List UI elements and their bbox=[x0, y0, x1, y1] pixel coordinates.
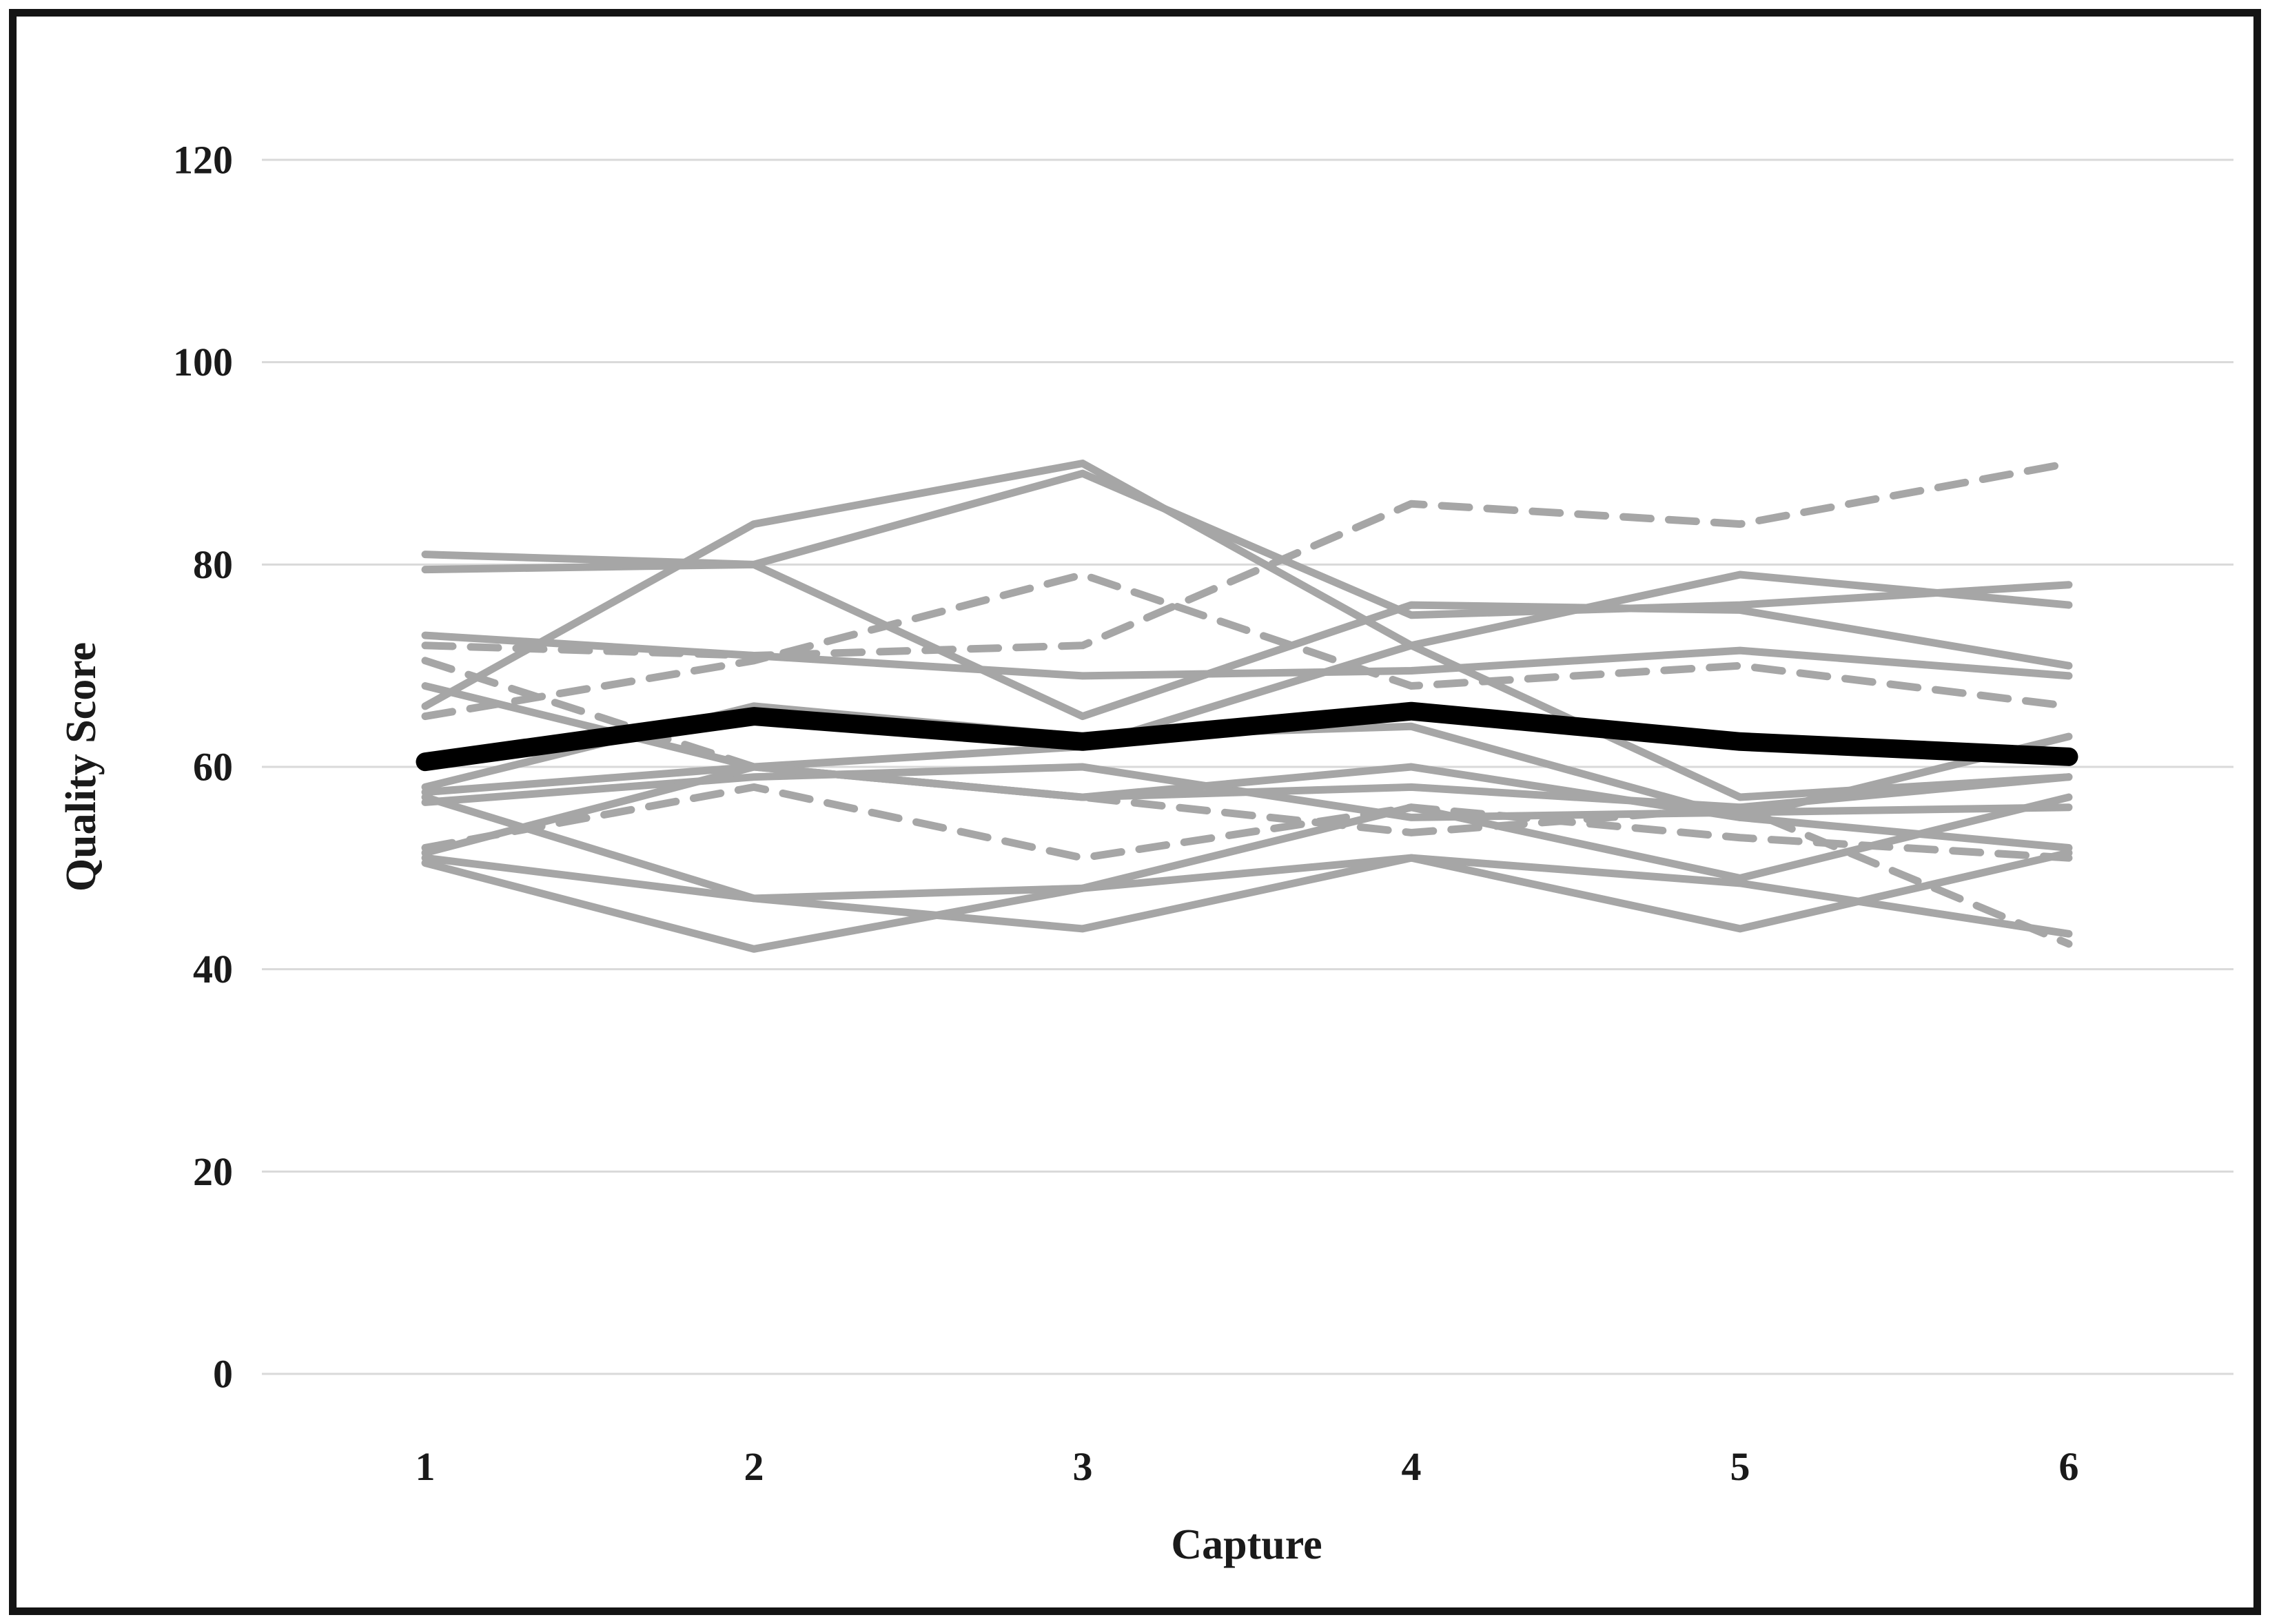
y-tick-label: 60 bbox=[193, 745, 233, 790]
series-line-gray-solid-11 bbox=[421, 849, 2073, 933]
series-line-gray-dashed-2 bbox=[421, 571, 2073, 721]
y-tick-label: 100 bbox=[173, 340, 233, 384]
x-axis-title: Capture bbox=[1171, 1521, 1322, 1568]
series-line-gray-dashed-1 bbox=[421, 460, 2073, 659]
series-line-gray-solid-12 bbox=[421, 854, 2073, 953]
y-tick-label: 80 bbox=[193, 542, 233, 587]
x-tick-label: 6 bbox=[2059, 1444, 2079, 1489]
y-axis-title: Quality Score bbox=[58, 642, 105, 892]
series-line-gray-solid-3 bbox=[421, 560, 2073, 721]
y-axis-tick-labels: 0 20 40 60 80 100 120 bbox=[173, 138, 233, 1397]
series-line-gray-solid-1 bbox=[421, 469, 2073, 619]
series-line-gray-dashed-3 bbox=[421, 657, 2073, 948]
x-tick-label: 5 bbox=[1730, 1444, 1750, 1489]
x-tick-label: 4 bbox=[1402, 1444, 1422, 1489]
y-tick-label: 120 bbox=[173, 138, 233, 183]
series-line-gray-solid-2 bbox=[421, 460, 2073, 710]
x-tick-label: 3 bbox=[1073, 1444, 1093, 1489]
series-lines bbox=[416, 460, 2078, 953]
series-line-gray-dashed-4 bbox=[421, 783, 2073, 862]
x-tick-label: 1 bbox=[416, 1444, 436, 1489]
x-axis-tick-labels: 1 2 3 4 5 6 bbox=[416, 1444, 2079, 1489]
series-line-gray-solid-10 bbox=[421, 763, 2073, 857]
series-line-mean bbox=[416, 701, 2078, 772]
x-tick-label: 2 bbox=[744, 1444, 764, 1489]
y-tick-label: 0 bbox=[213, 1352, 233, 1397]
y-tick-label: 40 bbox=[193, 947, 233, 991]
series-line-gray-solid-5 bbox=[421, 641, 2073, 801]
y-tick-label: 20 bbox=[193, 1149, 233, 1194]
series-line-gray-solid-8 bbox=[421, 793, 2073, 903]
